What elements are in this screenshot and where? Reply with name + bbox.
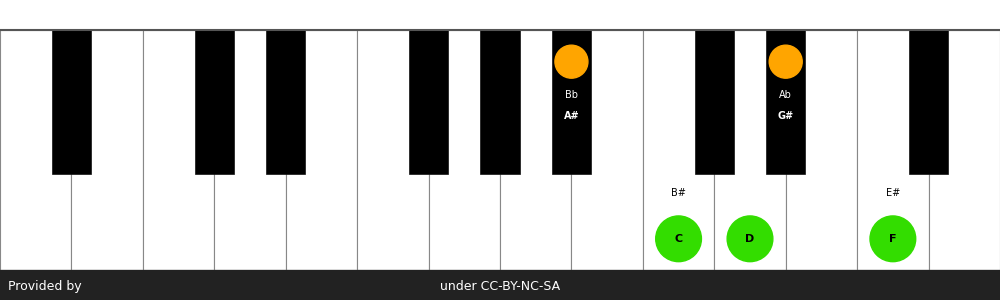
- Text: D: D: [745, 234, 755, 244]
- Bar: [786, 30, 857, 270]
- Bar: [0, 270, 1000, 300]
- Bar: [71, 30, 143, 270]
- Text: F: F: [889, 234, 897, 244]
- Bar: [357, 30, 429, 270]
- Circle shape: [656, 216, 701, 262]
- Bar: [409, 30, 448, 174]
- Bar: [909, 30, 948, 174]
- Bar: [0, 30, 71, 270]
- Bar: [643, 30, 714, 270]
- Bar: [143, 30, 214, 270]
- Text: Ab: Ab: [779, 90, 792, 100]
- Circle shape: [870, 216, 916, 262]
- Text: E#: E#: [886, 188, 900, 198]
- Bar: [286, 30, 357, 270]
- Text: Bb: Bb: [565, 90, 578, 100]
- Bar: [766, 30, 805, 174]
- Text: under CC-BY-NC-SA: under CC-BY-NC-SA: [440, 280, 560, 293]
- Bar: [480, 30, 520, 174]
- Bar: [857, 30, 929, 270]
- Circle shape: [727, 216, 773, 262]
- Text: B#: B#: [671, 188, 686, 198]
- Bar: [500, 30, 571, 270]
- Text: G#: G#: [778, 111, 794, 122]
- Bar: [929, 30, 1000, 270]
- Bar: [552, 30, 591, 174]
- Bar: [214, 30, 286, 270]
- Text: Provided by: Provided by: [8, 280, 82, 293]
- Text: C: C: [675, 234, 683, 244]
- Bar: [429, 30, 500, 270]
- Text: A#: A#: [564, 111, 579, 122]
- Bar: [195, 30, 234, 174]
- Bar: [266, 30, 305, 174]
- Circle shape: [769, 45, 802, 78]
- Bar: [695, 30, 734, 174]
- Bar: [714, 30, 786, 270]
- Bar: [52, 30, 91, 174]
- Circle shape: [555, 45, 588, 78]
- Bar: [571, 30, 643, 270]
